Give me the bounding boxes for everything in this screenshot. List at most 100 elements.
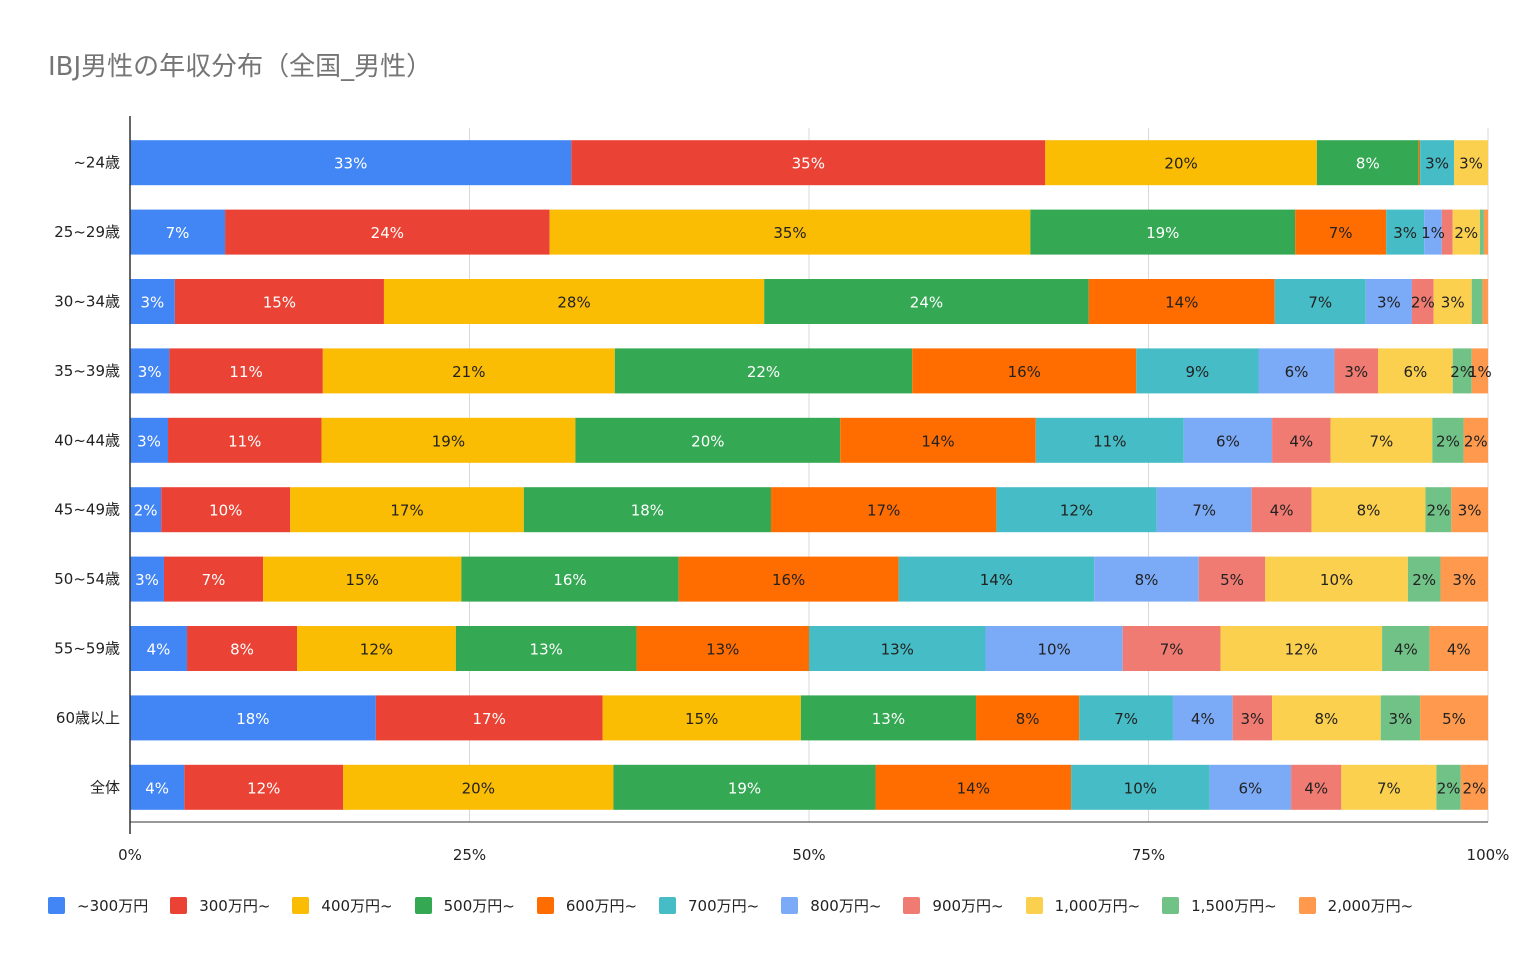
bar-segment (1420, 140, 1455, 186)
data-label: 7% (1192, 502, 1216, 520)
data-label: 33% (334, 155, 367, 173)
bar-segment (1272, 417, 1331, 463)
category-label: 50~54歳 (54, 570, 120, 588)
data-label: 14% (957, 779, 990, 797)
data-label: 6% (1238, 779, 1262, 797)
legend-label: 1,000万円~ (1054, 897, 1141, 915)
legend-label: 1,500万円~ (1191, 897, 1277, 915)
data-label: 20% (462, 779, 495, 797)
data-label: 7% (1369, 432, 1393, 450)
bar-segment (225, 209, 550, 255)
bar-segment (375, 695, 603, 741)
data-label: 10% (1124, 779, 1157, 797)
category-label: ~24歳 (73, 154, 120, 172)
data-label: 3% (1458, 502, 1482, 520)
bar-segment (1258, 348, 1335, 394)
data-label: 7% (1114, 710, 1138, 728)
bar-segment (898, 556, 1095, 602)
bar-segment (1341, 764, 1437, 810)
bar-segment (1425, 487, 1452, 533)
legend-swatch (536, 897, 554, 914)
legend-swatch (659, 897, 677, 914)
legend-label: 600万円~ (565, 897, 638, 915)
bar-segment (168, 417, 322, 463)
legend-item: 400万円~ (292, 895, 393, 916)
data-label: 2% (1412, 571, 1436, 589)
legend-item: 700万円~ (659, 895, 759, 916)
bar-segment (461, 556, 679, 602)
data-label: 3% (1389, 710, 1413, 728)
data-label: 9% (1185, 363, 1209, 381)
bar-segment (130, 348, 170, 394)
bar-segment (1088, 279, 1275, 324)
bar-segment (343, 764, 614, 810)
bar-segment (130, 626, 188, 671)
category-label: 30~34歳 (54, 293, 120, 311)
data-label: 18% (631, 502, 664, 520)
bar-segment (875, 764, 1072, 810)
data-label: 4% (1447, 641, 1471, 659)
bar-segment (1209, 764, 1292, 810)
data-label: 20% (1164, 155, 1197, 173)
data-label: 15% (263, 294, 296, 312)
legend-swatch (781, 897, 799, 914)
data-label: 7% (166, 224, 190, 242)
data-label: 16% (772, 571, 805, 589)
data-label: 15% (685, 710, 718, 728)
data-label: 14% (921, 432, 954, 450)
data-label: 6% (1216, 432, 1240, 450)
data-label: 8% (1357, 502, 1381, 520)
bar-segment (602, 695, 801, 741)
bar-segment (1172, 695, 1233, 741)
legend-item: 2,000万円~ (1298, 895, 1413, 916)
data-label: 3% (137, 432, 161, 450)
bar-segment (130, 417, 169, 463)
legend-label: 500万円~ (443, 897, 515, 915)
bar-segment (169, 348, 323, 394)
bar-segment (1272, 695, 1381, 741)
data-label: 15% (346, 571, 379, 589)
data-label: 4% (1289, 432, 1313, 450)
bar-segment (1432, 417, 1464, 463)
data-label: 10% (1320, 571, 1353, 589)
bar-segment (184, 764, 344, 810)
data-label: 13% (530, 641, 563, 659)
bar-segment (1479, 209, 1484, 255)
bar-segment (174, 279, 384, 324)
bar-segment (912, 348, 1137, 394)
bar-segment (1378, 348, 1453, 394)
bar-segment (613, 764, 876, 810)
legend-label: ~300万円 (77, 897, 149, 915)
bar-segment (985, 626, 1123, 671)
bar-segment (297, 626, 456, 671)
bar-segment (1316, 140, 1419, 186)
legend-item: 900万円~ (903, 895, 1004, 916)
bar-segment (1452, 209, 1480, 255)
category-label: 55~59歳 (54, 640, 120, 658)
data-label: 11% (229, 363, 262, 381)
category-label: 35~39歳 (54, 362, 120, 380)
bar-segment (1232, 695, 1273, 741)
bar-segment (1411, 279, 1434, 324)
data-label: 13% (706, 641, 739, 659)
x-tick-label: 100% (1467, 846, 1510, 864)
bar-segment (996, 487, 1157, 533)
data-label: 24% (371, 224, 404, 242)
legend: ~300万円 300万円~ 400万円~ 500万円~ 600万円~ 700万円~ 800万… (48, 895, 1508, 916)
data-label: 16% (1008, 363, 1041, 381)
bar-segment (1334, 348, 1379, 394)
legend-swatch (170, 897, 188, 914)
bar-segment (1429, 626, 1488, 671)
data-label: 12% (360, 641, 393, 659)
bar-segment (1122, 626, 1221, 671)
data-label: 8% (1314, 710, 1338, 728)
data-label: 3% (1425, 155, 1449, 173)
legend-label: 300万円~ (199, 897, 271, 915)
bar-segment (187, 626, 298, 671)
bar-segment (322, 348, 615, 394)
legend-swatch (414, 897, 432, 914)
data-label: 3% (141, 294, 165, 312)
bar-segment (1220, 626, 1383, 671)
axes: 0% 25% 50% 75% 100% ~24歳 25~29歳 30~34歳 35~39歳 40~… (54, 116, 1509, 864)
data-label: 2% (1464, 432, 1488, 450)
